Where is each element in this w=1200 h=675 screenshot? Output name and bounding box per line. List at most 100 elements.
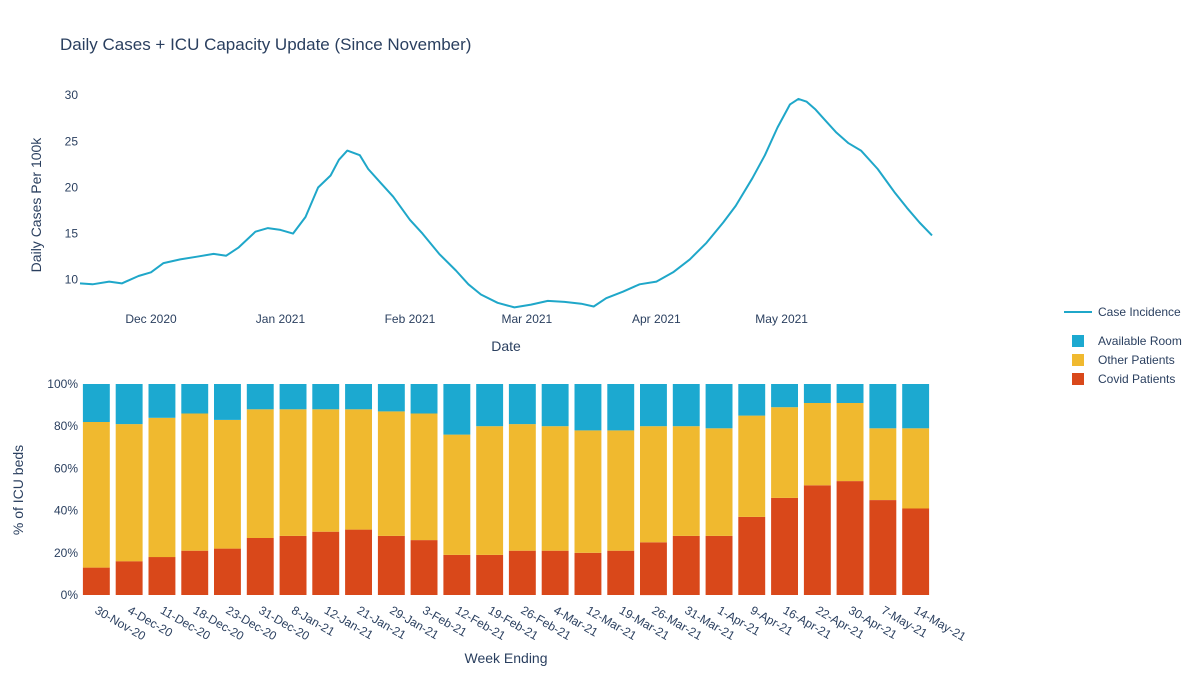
bar-covid-patients [312, 531, 340, 595]
bar-other-patients [541, 426, 569, 551]
bar-other-patients [476, 426, 504, 555]
bar-y-tick: 100% [47, 377, 78, 391]
bar-available-room [279, 384, 307, 410]
bar-other-patients [181, 413, 209, 551]
line-x-tick: Apr 2021 [632, 312, 681, 326]
bar-other-patients [246, 409, 274, 538]
bar-other-patients [214, 419, 241, 549]
legend-label: Covid Patients [1098, 372, 1175, 386]
line-y-tick: 10 [65, 273, 79, 287]
bar-available-room [148, 384, 176, 418]
legend-square-swatch [1072, 373, 1084, 385]
bar-other-patients [410, 413, 438, 541]
bar-covid-patients [803, 485, 831, 595]
bar-available-room [541, 384, 569, 427]
legend-label: Available Room [1098, 334, 1182, 348]
bar-covid-patients [410, 540, 438, 595]
line-y-tick: 25 [65, 134, 79, 148]
bar-other-patients [738, 415, 766, 517]
bar-covid-patients [508, 550, 536, 595]
bar-available-room [672, 384, 700, 427]
bar-available-room [476, 384, 504, 427]
bar-available-room [443, 384, 471, 435]
bar-covid-patients [214, 548, 241, 595]
legend-item-available-room[interactable]: Available Room [1072, 334, 1182, 348]
bar-other-patients [82, 422, 110, 568]
legend-label: Other Patients [1098, 353, 1175, 367]
chart-title: Daily Cases + ICU Capacity Update (Since… [60, 35, 471, 54]
bar-covid-patients [82, 567, 110, 595]
line-y-tick: 15 [65, 227, 79, 241]
bar-chart: 0%20%40%60%80%100%30-Nov-204-Dec-2011-De… [10, 377, 969, 666]
bar-covid-patients [148, 557, 176, 595]
bar-covid-patients [574, 552, 602, 595]
legend: Case Incidence Available Room Other Patien… [1064, 305, 1182, 386]
legend-item-other-patients[interactable]: Other Patients [1072, 353, 1175, 367]
bar-y-tick: 0% [61, 588, 79, 602]
bar-covid-patients [869, 500, 897, 595]
bar-available-room [181, 384, 209, 414]
bar-available-room [607, 384, 635, 431]
bar-available-room [771, 384, 798, 408]
bar-other-patients [377, 411, 405, 536]
bar-other-patients [803, 403, 831, 486]
bar-covid-patients [476, 554, 504, 595]
bar-available-room [410, 384, 438, 414]
bar-covid-patients [443, 554, 471, 595]
bar-available-room [705, 384, 733, 429]
bar-other-patients [836, 403, 864, 482]
bar-covid-patients [836, 481, 864, 595]
bar-covid-patients [345, 529, 372, 595]
line-x-tick: Dec 2020 [125, 312, 177, 326]
bar-other-patients [345, 409, 372, 530]
line-x-tick: Jan 2021 [256, 312, 306, 326]
bar-other-patients [508, 424, 536, 551]
legend-item-case-incidence[interactable]: Case Incidence [1064, 305, 1181, 319]
bar-other-patients [869, 428, 897, 500]
bar-covid-patients [541, 550, 569, 595]
line-y-tick: 30 [65, 88, 79, 102]
bar-available-room [640, 384, 667, 427]
bar-available-room [869, 384, 897, 429]
bar-covid-patients [607, 550, 635, 595]
legend-item-covid-patients[interactable]: Covid Patients [1072, 372, 1175, 386]
bar-covid-patients [279, 535, 307, 595]
bar-covid-patients [246, 538, 274, 595]
line-x-tick: Feb 2021 [385, 312, 436, 326]
bar-available-room [246, 384, 274, 410]
bar-available-room [902, 384, 930, 429]
bar-covid-patients [771, 497, 798, 595]
bar-y-axis-title: % of ICU beds [10, 445, 26, 535]
line-x-tick: Mar 2021 [502, 312, 553, 326]
bar-y-tick: 40% [54, 504, 78, 518]
bar-available-room [345, 384, 372, 410]
bar-available-room [82, 384, 110, 422]
bar-other-patients [312, 409, 340, 532]
bar-x-axis-title: Week Ending [464, 650, 547, 666]
bar-available-room [574, 384, 602, 431]
bar-other-patients [771, 407, 798, 498]
line-y-tick: 20 [65, 180, 79, 194]
bar-available-room [377, 384, 405, 412]
bar-other-patients [115, 424, 143, 562]
bar-covid-patients [705, 535, 733, 595]
legend-square-swatch [1072, 335, 1084, 347]
bar-y-tick: 80% [54, 419, 78, 433]
line-chart: 10 15 20 25 30 Dec 2020 Jan 2021 Feb 2021 Mar 20… [28, 88, 933, 354]
bar-other-patients [640, 426, 667, 543]
bar-covid-patients [738, 516, 766, 595]
bar-y-tick: 60% [54, 461, 78, 475]
bar-other-patients [443, 434, 471, 555]
bar-available-room [738, 384, 766, 416]
bar-covid-patients [115, 561, 143, 595]
bar-covid-patients [902, 508, 930, 595]
line-x-axis-title: Date [491, 338, 521, 354]
bar-covid-patients [672, 535, 700, 595]
bar-y-tick: 20% [54, 546, 78, 560]
bar-other-patients [705, 428, 733, 536]
bar-other-patients [902, 428, 930, 509]
bar-other-patients [607, 430, 635, 551]
bar-available-room [214, 384, 241, 420]
case-incidence-line [79, 97, 933, 309]
